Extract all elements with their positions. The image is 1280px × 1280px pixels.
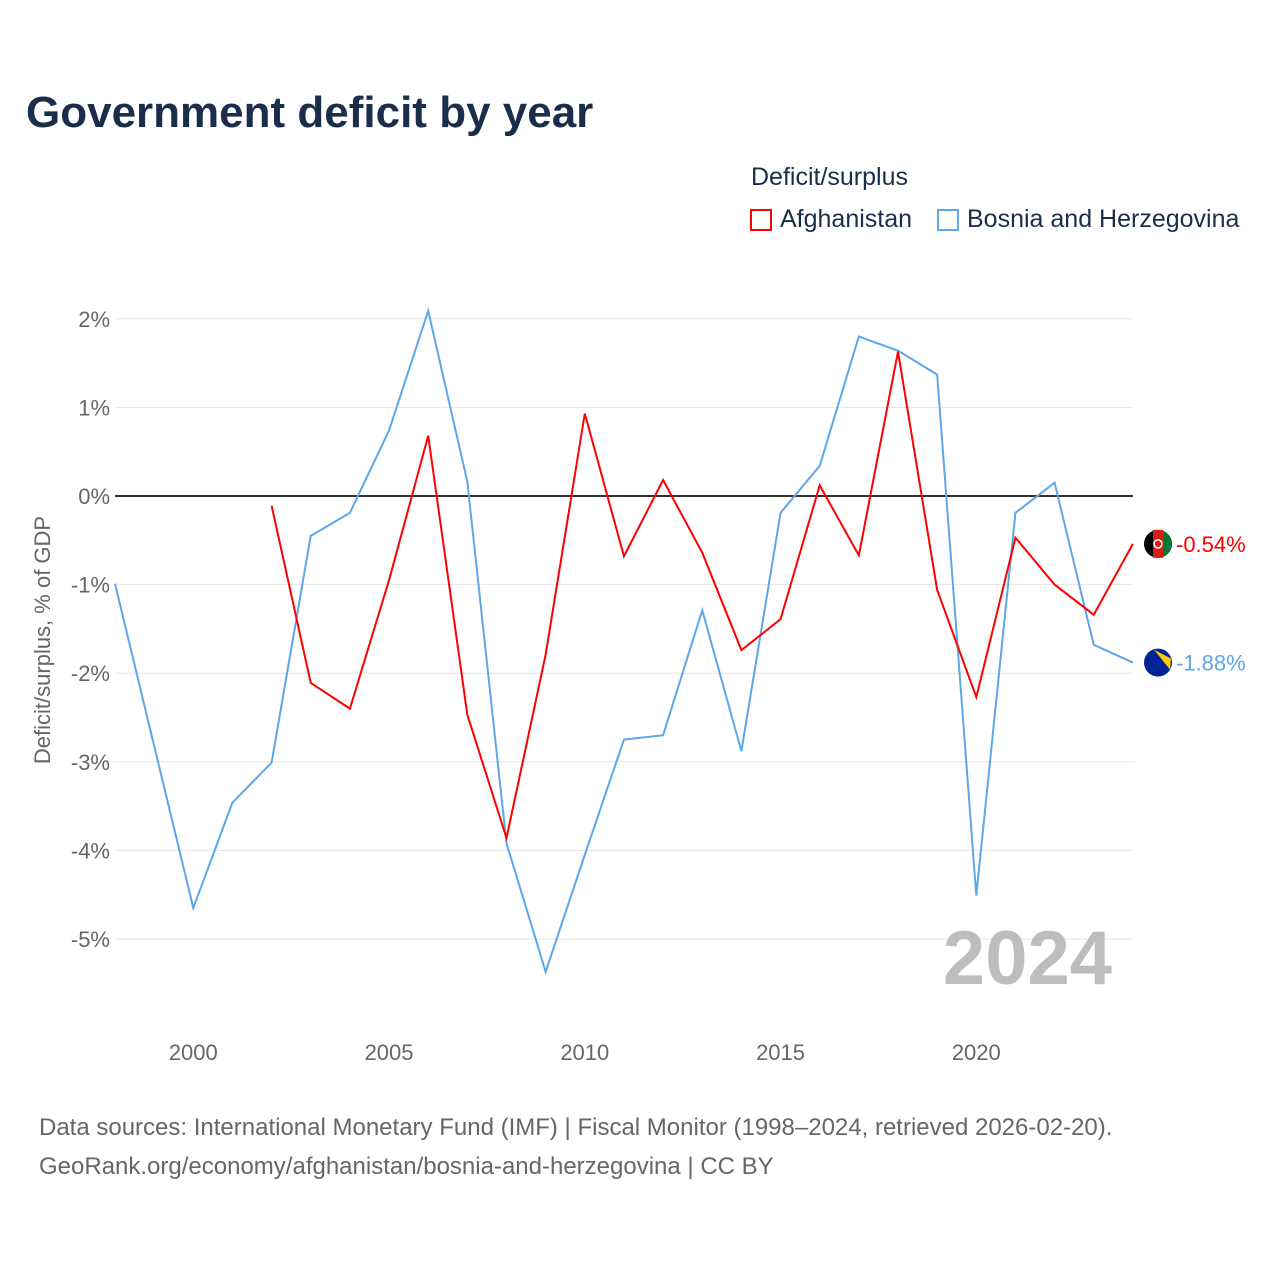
y-tick-label: 1%	[78, 395, 110, 420]
flag-emblem	[1153, 539, 1163, 549]
flag-triangle	[1154, 649, 1171, 670]
series-line-afghanistan	[270, 351, 1134, 842]
x-tick-label: 2020	[952, 1040, 1001, 1065]
legend-item-bosnia[interactable]: Bosnia and Herzegovina	[937, 205, 1239, 234]
y-tick-label: 0%	[78, 484, 110, 509]
legend-swatch	[937, 208, 959, 231]
source-line-2[interactable]: GeoRank.org/economy/afghanistan/bosnia-a…	[39, 1153, 774, 1180]
end-value-label: -1.88%	[1176, 651, 1246, 676]
y-axis-title: Deficit/surplus, % of GDP	[30, 516, 55, 764]
x-tick-label: 2005	[365, 1040, 414, 1065]
x-tick-label: 2015	[756, 1040, 805, 1065]
flag-stripe	[1163, 530, 1172, 557]
y-tick-label: -5%	[71, 927, 110, 952]
legend-label: Afghanistan	[780, 205, 913, 233]
flag-stripe	[1153, 529, 1163, 558]
year-watermark: 2024	[943, 916, 1112, 1001]
chart-title: Government deficit by year	[26, 88, 594, 137]
legend-label: Bosnia and Herzegovina	[967, 205, 1240, 233]
source-note: Data sources: International Monetary Fun…	[39, 1108, 1112, 1186]
source-line-1: Data sources: International Monetary Fun…	[39, 1114, 1113, 1141]
y-tick-label: -2%	[71, 661, 110, 686]
series-line-bosnia-and-herzegovina	[114, 307, 1134, 976]
y-tick-label: -4%	[71, 838, 110, 863]
x-tick-label: 2010	[560, 1040, 609, 1065]
legend-item-afghanistan[interactable]: Afghanistan	[750, 205, 912, 234]
y-tick-label: 2%	[78, 307, 110, 332]
legend-swatch	[750, 208, 772, 231]
y-tick-label: -3%	[71, 750, 110, 775]
x-tick-label: 2000	[169, 1040, 218, 1065]
y-tick-label: -1%	[71, 573, 110, 598]
end-value-label: -0.54%	[1176, 532, 1246, 557]
legend-title: Deficit/surplus	[751, 163, 908, 191]
